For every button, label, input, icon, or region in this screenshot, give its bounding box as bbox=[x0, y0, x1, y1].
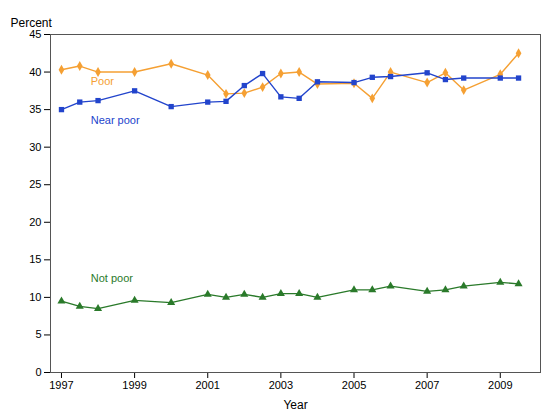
svg-text:2005: 2005 bbox=[342, 379, 366, 391]
svg-text:1999: 1999 bbox=[122, 379, 146, 391]
svg-text:0: 0 bbox=[35, 366, 41, 378]
svg-text:10: 10 bbox=[29, 291, 41, 303]
svg-text:Near poor: Near poor bbox=[91, 114, 140, 126]
svg-text:45: 45 bbox=[29, 28, 42, 40]
svg-text:25: 25 bbox=[29, 178, 41, 190]
svg-text:Year: Year bbox=[283, 398, 307, 412]
svg-text:20: 20 bbox=[29, 216, 41, 228]
svg-text:Poor: Poor bbox=[91, 75, 115, 87]
svg-text:40: 40 bbox=[29, 66, 41, 78]
svg-text:2003: 2003 bbox=[269, 379, 293, 391]
svg-text:1997: 1997 bbox=[49, 379, 73, 391]
svg-text:Percent: Percent bbox=[11, 16, 53, 30]
svg-text:2009: 2009 bbox=[488, 379, 512, 391]
svg-text:2001: 2001 bbox=[195, 379, 219, 391]
svg-text:30: 30 bbox=[29, 141, 41, 153]
svg-text:Not poor: Not poor bbox=[91, 272, 134, 284]
svg-text:2007: 2007 bbox=[415, 379, 439, 391]
svg-text:5: 5 bbox=[35, 328, 41, 340]
svg-text:15: 15 bbox=[29, 253, 41, 265]
svg-text:35: 35 bbox=[29, 103, 41, 115]
